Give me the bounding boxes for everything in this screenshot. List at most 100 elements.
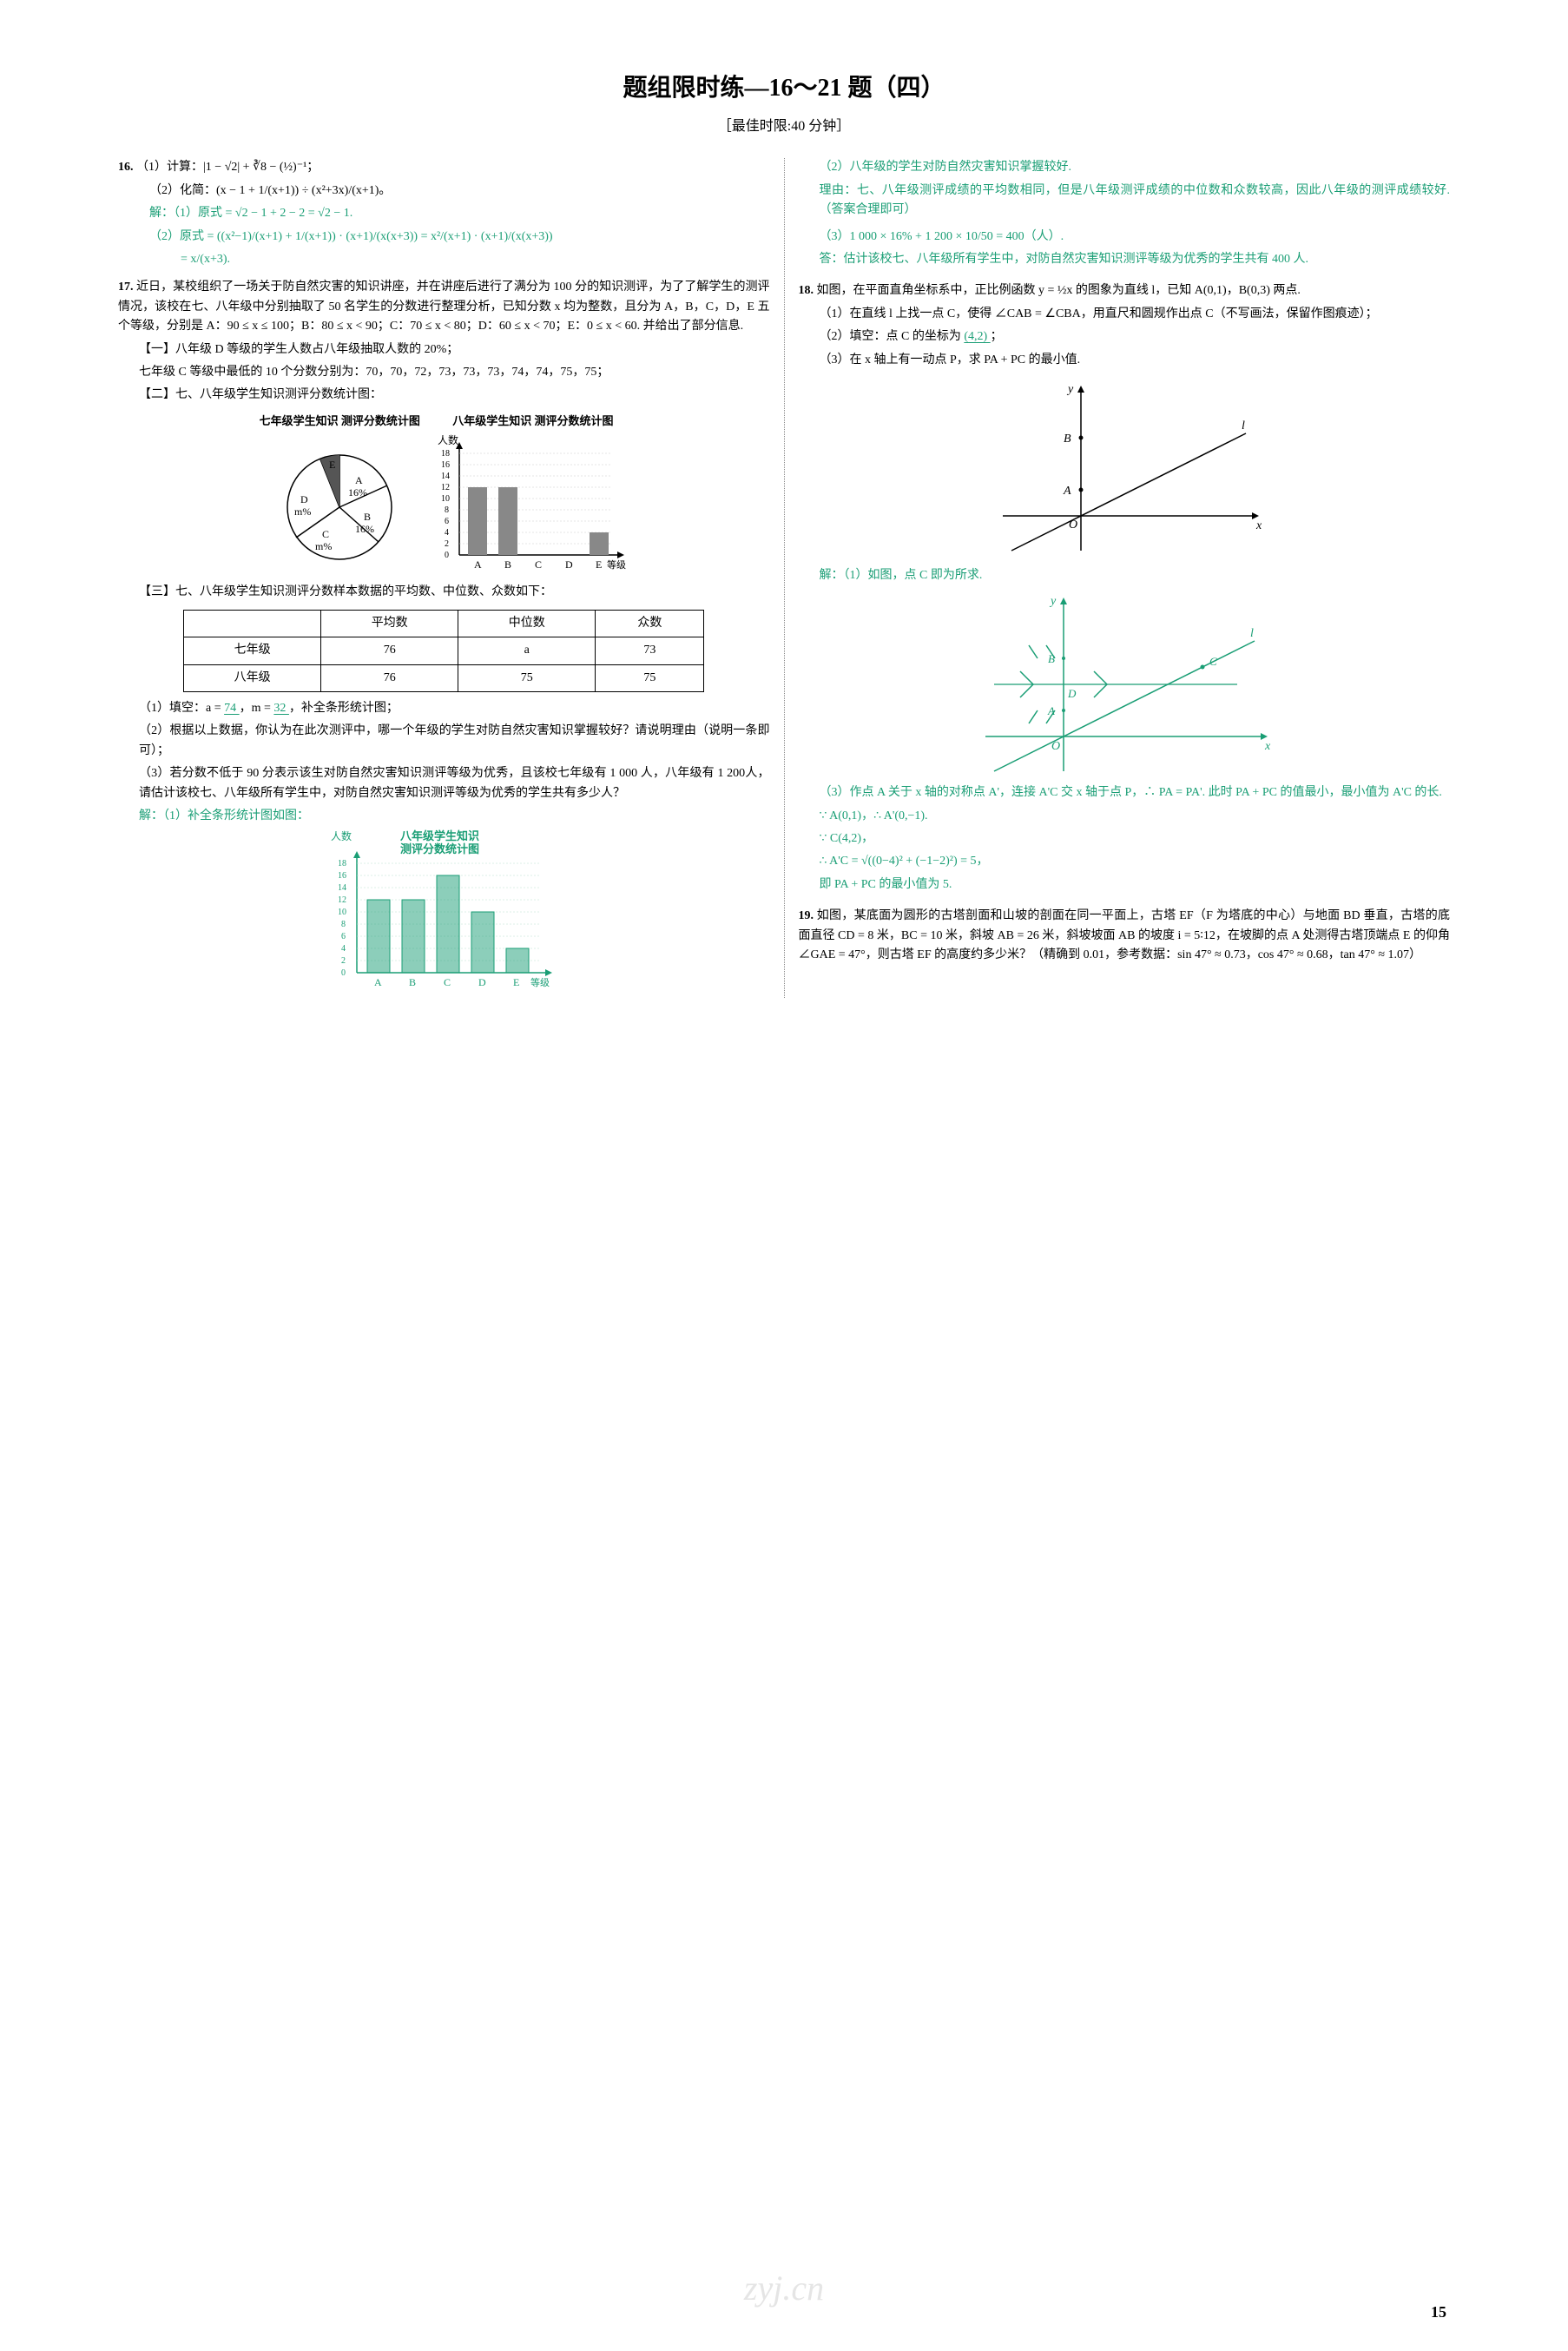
q17-text: 近日，某校组织了一场关于防自然灾害的知识讲座，并在讲座后进行了满分为 100 分… [118,281,770,333]
q17-sub3: （3）若分数不低于 90 分表示该生对防自然灾害知识测评等级为优秀，且该校七年级… [118,764,770,803]
q18-text: 如图，在平面直角坐标系中，正比例函数 y = ½x 的图象为直线 l，已知 A(… [817,284,1301,297]
td: 76 [321,637,458,664]
sub2-ans: (4,2) [964,330,990,343]
svg-text:人数: 人数 [331,829,352,842]
svg-text:2: 2 [341,956,346,966]
td: 八年级 [184,664,321,691]
td: 76 [321,664,458,691]
bar-chart: 人数 024 6810 121416 18 [438,433,629,572]
q18-ans5: ∴ A'C = √((0−4)² + (−1−2)²) = 5， [799,852,1451,871]
q17-charts: 七年级学生知识 测评分数统计图 E A 16% B 16% C m% D m% [118,413,770,577]
svg-text:x: x [1264,740,1271,753]
svg-text:8: 8 [341,920,346,929]
svg-text:l: l [1242,419,1245,433]
svg-text:y: y [1049,595,1057,608]
q18-sub1: （1）在直线 l 上找一点 C，使得 ∠CAB = ∠CBA，用直尺和圆规作出点… [799,305,1451,324]
svg-text:6: 6 [341,932,346,941]
content-columns: 16. （1）计算：|1 − √2| + ∛8 − (½)⁻¹； （2）化简：(… [104,158,1464,998]
q18-figure2: x y O l A B C D [968,589,1281,780]
q16-num: 16. [118,161,134,174]
svg-text:10: 10 [338,908,346,917]
td: 75 [596,664,704,691]
svg-text:4: 4 [445,528,449,538]
sub1-ans1: 74 [224,702,240,715]
svg-text:16: 16 [441,460,450,470]
svg-text:C: C [1209,655,1217,668]
sub1-ans2: 32 [273,702,289,715]
svg-text:18: 18 [338,859,346,868]
q17-para4: 【二】七、八年级学生知识测评分数统计图： [118,386,770,405]
q19-text: 如图，某底面为圆形的古塔剖面和山坡的剖面在同一平面上，古塔 EF（F 为塔底的中… [799,909,1451,961]
svg-text:B: B [504,558,511,571]
bar-title: 八年级学生知识 测评分数统计图 [438,413,629,431]
page-title: 题组限时练—16～21 题（四） [104,69,1464,109]
svg-text:D: D [565,558,573,571]
th-mode: 众数 [596,610,704,637]
q17-num: 17. [118,281,134,294]
sub1-pre: （1）填空：a = [139,702,224,715]
q18-ans1: 解：（1）如图，点 C 即为所求. [799,566,1451,585]
svg-text:E: E [513,976,519,988]
q16-a3: = x/(x+3). [118,250,770,269]
q16-a2: （2）原式 = ((x²−1)/(x+1) + 1/(x+1)) · (x+1)… [118,228,770,247]
svg-text:0: 0 [445,551,449,560]
svg-text:A: A [474,558,482,571]
q18-sub2: （2）填空：点 C 的坐标为 (4,2) ； [799,327,1451,347]
svg-text:A: A [374,976,382,988]
svg-text:12: 12 [441,483,450,492]
ans-bar-chart: 人数 八年级学生知识 测评分数统计图 024 6810 121416 18 [331,829,557,994]
svg-text:测评分数统计图: 测评分数统计图 [400,842,479,855]
svg-text:E: E [329,459,335,471]
svg-text:16%: 16% [348,486,367,499]
watermark: zyj.cn [744,2261,824,2316]
svg-text:m%: m% [294,505,311,518]
svg-text:D: D [1067,687,1077,700]
svg-text:16%: 16% [355,523,374,535]
q19: 19. 如图，某底面为圆形的古塔剖面和山坡的剖面在同一平面上，古塔 EF（F 为… [799,907,1451,965]
sub1-end: ，补全条形统计图； [289,702,399,715]
svg-text:2: 2 [445,539,449,549]
q17-sub2: （2）根据以上数据，你认为在此次测评中，哪一个年级的学生对防自然灾害知识掌握较好… [118,722,770,761]
svg-text:D: D [300,493,308,505]
q16: 16. （1）计算：|1 − √2| + ∛8 − (½)⁻¹； [118,158,770,177]
th-mean: 平均数 [321,610,458,637]
svg-text:B: B [1064,433,1071,446]
q19-num: 19. [799,909,814,922]
sub2-end: ； [991,330,1003,343]
page-subtitle: ［最佳时限:40 分钟］ [104,116,1464,138]
left-column: 16. （1）计算：|1 − √2| + ∛8 − (½)⁻¹； （2）化简：(… [104,158,785,998]
q16-p1: （1）计算：|1 − √2| + ∛8 − (½)⁻¹； [136,161,319,174]
q18-sub3: （3）在 x 轴上有一动点 P，求 PA + PC 的最小值. [799,351,1451,370]
svg-text:A: A [355,474,363,486]
sub1-mid: ，m = [240,702,274,715]
q17-table: 平均数 中位数 众数 七年级 76 a 73 八年级 76 75 75 [183,610,704,692]
svg-text:C: C [444,976,451,988]
th-blank [184,610,321,637]
ans-bar-box: 人数 八年级学生知识 测评分数统计图 024 6810 121416 18 [331,829,557,994]
svg-text:C: C [535,558,542,571]
q17-para5: 【三】七、八年级学生知识测评分数样本数据的平均数、中位数、众数如下： [118,583,770,602]
svg-text:八年级学生知识: 八年级学生知识 [399,829,479,842]
q17-ans2: （2）八年级的学生对防自然灾害知识掌握较好. [799,158,1451,177]
q18-ans4: ∵ C(4,2)， [799,829,1451,849]
svg-text:6: 6 [445,517,449,526]
q18-num: 18. [799,284,814,297]
svg-text:14: 14 [441,472,450,481]
svg-text:x: x [1255,519,1262,532]
td: 七年级 [184,637,321,664]
q18: 18. 如图，在平面直角坐标系中，正比例函数 y = ½x 的图象为直线 l，已… [799,281,1451,300]
svg-text:等级: 等级 [530,976,550,988]
svg-text:E: E [596,558,602,571]
q16-p2: （2）化简：(x − 1 + 1/(x+1)) ÷ (x²+3x)/(x+1)。 [118,182,770,201]
svg-text:m%: m% [315,540,332,552]
svg-text:人数: 人数 [438,433,458,446]
svg-text:4: 4 [341,944,346,954]
q17: 17. 近日，某校组织了一场关于防自然灾害的知识讲座，并在讲座后进行了满分为 1… [118,278,770,336]
svg-text:等级: 等级 [607,558,626,571]
svg-text:10: 10 [441,494,450,504]
svg-text:C: C [322,528,329,540]
q17-para2: 【一】八年级 D 等级的学生人数占八年级抽取人数的 20%； [118,340,770,360]
svg-text:l: l [1250,627,1254,640]
q17-ans1: 解：（1）补全条形统计图如图： [118,807,770,826]
q17-sub1: （1）填空：a = 74 ，m = 32 ，补全条形统计图； [118,699,770,718]
